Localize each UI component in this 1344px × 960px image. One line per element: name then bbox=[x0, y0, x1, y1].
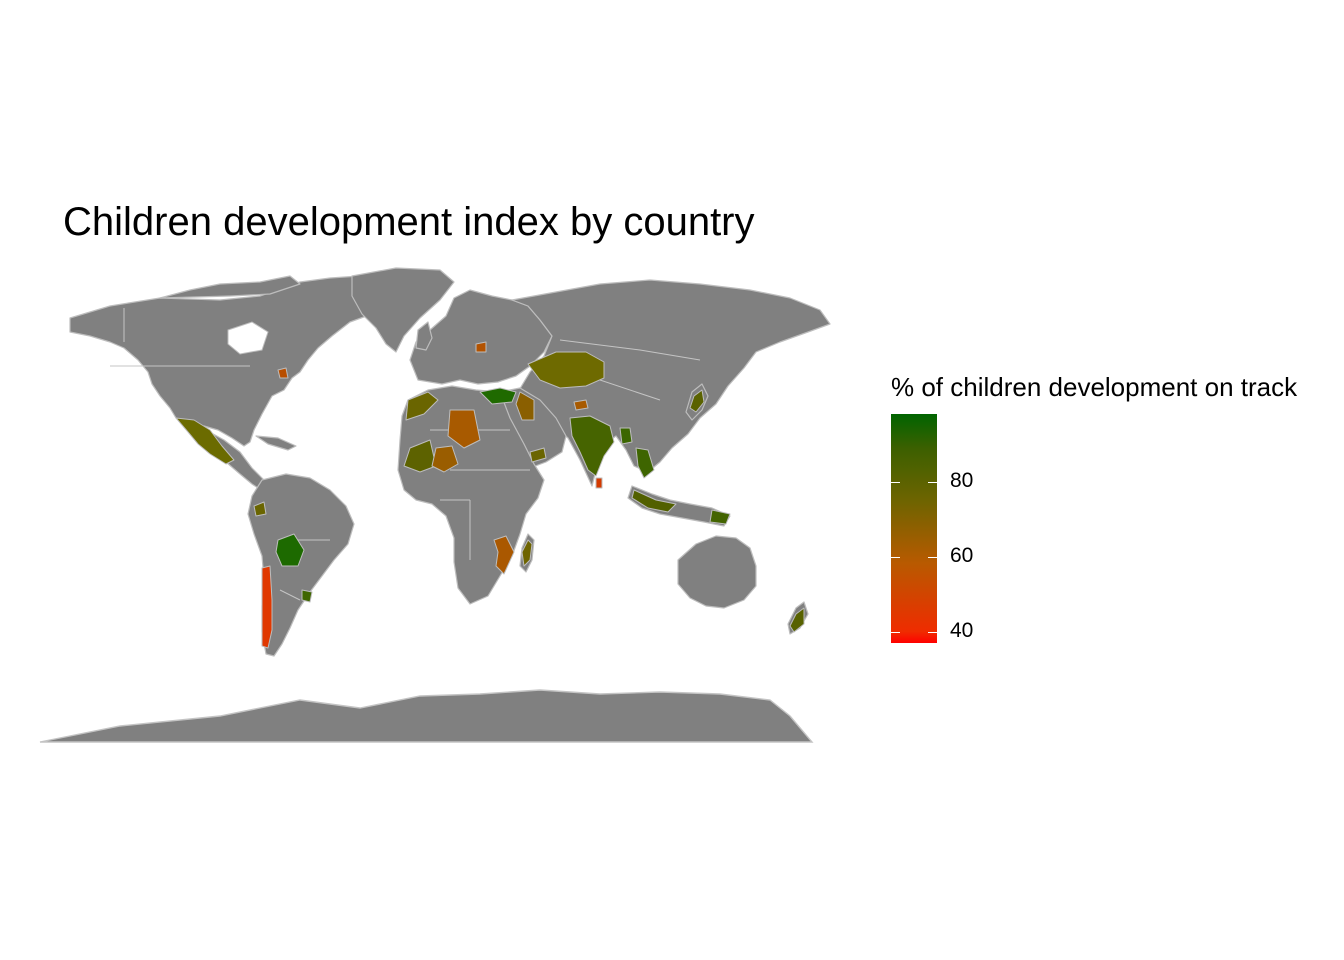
legend-title: % of children development on track bbox=[891, 372, 1298, 402]
legend-tick-label: 40 bbox=[950, 619, 974, 642]
land-antarctica bbox=[39, 689, 814, 743]
country-yemen bbox=[529, 447, 547, 463]
country-mozambique bbox=[493, 535, 515, 575]
map-title: Children development index by country bbox=[63, 200, 755, 244]
land-south-america bbox=[247, 473, 355, 657]
no-data-landmass bbox=[39, 267, 831, 743]
land-australia bbox=[677, 535, 757, 609]
land-north-america bbox=[69, 271, 399, 447]
country-india bbox=[569, 415, 615, 477]
country-ecuador bbox=[253, 501, 267, 517]
legend-tick-label: 60 bbox=[950, 544, 974, 567]
country-indonesia bbox=[631, 489, 677, 513]
country-libya bbox=[447, 409, 481, 449]
country-nepal bbox=[573, 399, 589, 411]
country-niger bbox=[431, 445, 459, 473]
country-thailand bbox=[635, 447, 655, 479]
countries-with-data bbox=[175, 341, 805, 649]
land-se-asia-islands bbox=[627, 485, 731, 527]
legend-tick-mark bbox=[891, 557, 900, 558]
country-belarus bbox=[475, 341, 487, 353]
country-kazakhstan bbox=[527, 351, 605, 389]
country-bangladesh bbox=[619, 427, 633, 445]
legend-tick-mark bbox=[928, 482, 937, 483]
legend-tick-label: 80 bbox=[950, 469, 974, 492]
country-turkey bbox=[479, 387, 517, 405]
country-iran bbox=[515, 391, 535, 421]
country-morocco bbox=[405, 391, 439, 421]
country-east-canada bbox=[277, 367, 289, 379]
country-sri-lanka bbox=[595, 477, 603, 489]
country-mexico bbox=[175, 417, 235, 465]
land-arctic-islands bbox=[159, 275, 301, 299]
country-japan bbox=[689, 389, 705, 413]
country-papua bbox=[709, 509, 731, 525]
land-uk bbox=[415, 321, 433, 351]
land-caribbean bbox=[255, 435, 297, 451]
country-bolivia bbox=[275, 533, 305, 567]
legend-colorbar bbox=[891, 414, 937, 643]
legend-tick-mark bbox=[891, 632, 900, 633]
legend-tick-mark bbox=[928, 632, 937, 633]
country-mali bbox=[403, 439, 437, 473]
country-uruguay bbox=[301, 589, 313, 603]
legend-tick-mark bbox=[928, 557, 937, 558]
legend-tick-mark bbox=[891, 482, 900, 483]
land-greenland bbox=[351, 267, 455, 353]
country-madagascar bbox=[521, 539, 533, 567]
country-new-zealand bbox=[789, 607, 805, 633]
country-chile bbox=[261, 565, 273, 649]
